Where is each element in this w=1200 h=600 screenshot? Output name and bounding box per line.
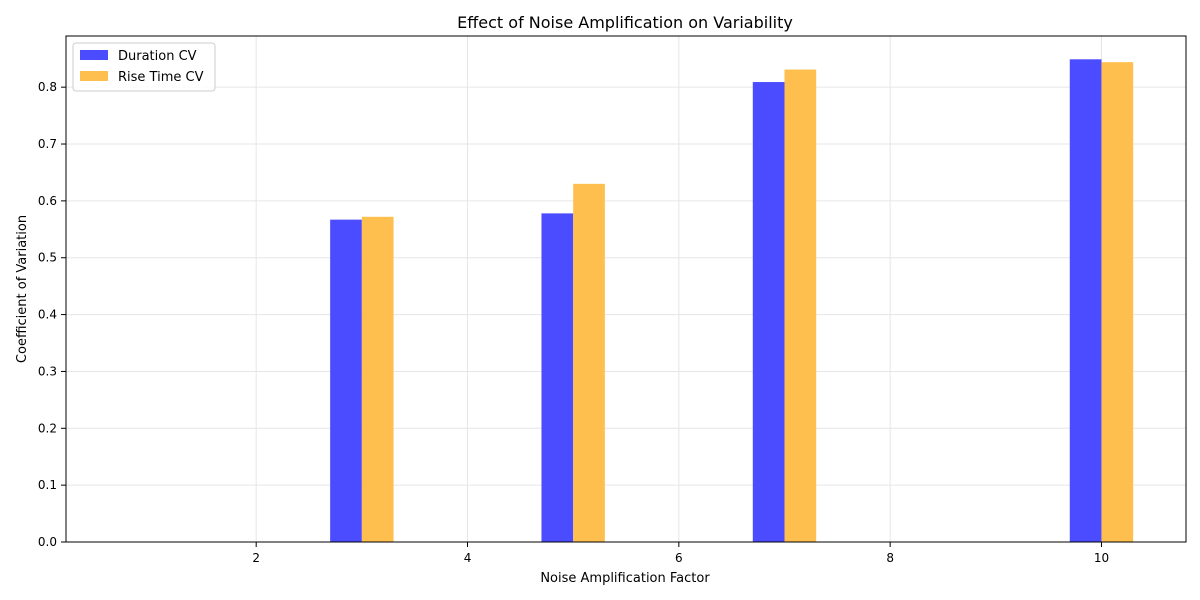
y-axis-title: Coefficient of Variation [15,215,30,363]
bar [752,82,785,542]
legend-box [72,42,216,92]
bar [541,213,574,542]
bar [784,69,817,542]
plot-frame [65,35,1187,543]
y-tick-label: 0.1 [38,478,57,492]
bars [330,59,1134,543]
chart-title: Effect of Noise Amplification on Variabi… [457,13,793,32]
y-tick-label: 0.0 [38,535,57,549]
y-tick-label: 0.3 [38,364,57,378]
bar [361,216,394,542]
legend-label: Duration CV [118,49,197,64]
grid [66,36,1186,543]
legend-label: Rise Time CV [118,70,204,85]
y-tick-label: 0.4 [38,308,57,322]
x-axis-title: Noise Amplification Factor [540,571,710,586]
x-tick-label: 4 [464,551,472,565]
y-axis-ticks: 0.0 0.1 0.2 0.3 0.4 0.5 0.6 0.7 0.8 [38,80,66,549]
x-axis-ticks: 2 4 6 8 10 [252,542,1109,565]
bar [1069,59,1102,542]
bar [330,219,362,543]
x-tick-label: 8 [886,551,894,565]
x-tick-label: 2 [252,551,260,565]
legend: Duration CV Rise Time CV [72,42,216,92]
x-tick-label: 6 [675,551,683,565]
bar [573,183,605,542]
legend-swatch [80,50,108,60]
y-tick-label: 0.2 [38,421,57,435]
bar [1101,62,1134,543]
x-tick-label: 10 [1094,551,1109,565]
y-tick-label: 0.7 [38,137,57,151]
y-tick-label: 0.6 [38,194,57,208]
y-tick-label: 0.8 [38,80,57,94]
legend-swatch [80,71,108,81]
y-tick-label: 0.5 [38,251,57,265]
